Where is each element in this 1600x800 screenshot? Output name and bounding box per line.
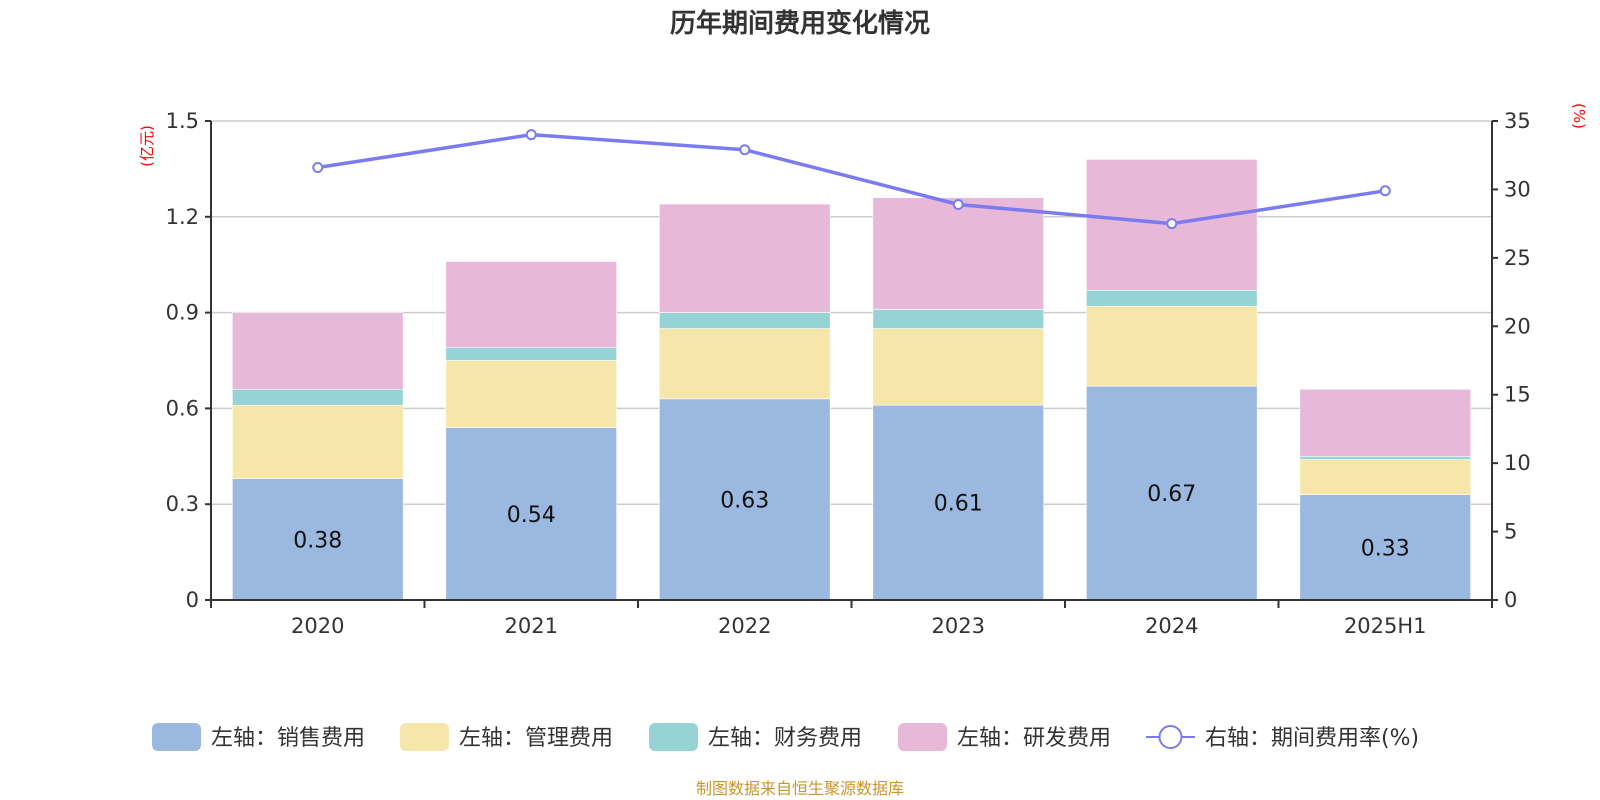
bar-segment — [872, 328, 1044, 406]
bar-segment — [232, 388, 404, 406]
rate-point — [1379, 185, 1391, 197]
right-axis-tick-label: 0 — [1504, 588, 1517, 612]
left-axis-tick-label: 0.6 — [166, 396, 199, 420]
rate-point — [525, 129, 537, 141]
bars — [232, 159, 1471, 601]
right-axis-tick-label: 25 — [1504, 246, 1531, 270]
left-axis-tick-label: 0.9 — [166, 301, 199, 325]
x-axis-tick-label: 2022 — [718, 614, 771, 638]
legend-label: 左轴：研发费用 — [957, 726, 1111, 751]
left-axis-tick-label: 1.5 — [166, 109, 199, 133]
data-labels: 0.38 0.54 0.63 0.61 0.67 0.33 — [293, 482, 1409, 561]
right-axis-unit: (%) — [1570, 103, 1588, 129]
legend-item[interactable]: 左轴：销售费用 — [152, 723, 365, 751]
rate-line-path — [317, 132, 1386, 226]
left-axis-tick-label: 0.3 — [166, 492, 199, 516]
bar-segment — [445, 427, 617, 601]
data-label: 0.67 — [1147, 482, 1196, 507]
x-axis-tick-label: 2020 — [291, 614, 344, 638]
bar-segment — [1299, 459, 1471, 495]
legend-label: 左轴：管理费用 — [459, 726, 613, 751]
left-axis-unit: (亿元) — [138, 125, 156, 167]
bar-segment — [1299, 388, 1471, 457]
bar-segment — [1086, 289, 1258, 307]
chart-title: 历年期间费用变化情况 — [670, 8, 930, 39]
right-axis-tick-label: 5 — [1504, 520, 1517, 544]
x-axis-tick-label: 2025H1 — [1344, 614, 1427, 638]
left-axis-tick-label: 0 — [186, 588, 199, 612]
right-axis-tick-label: 15 — [1504, 383, 1531, 407]
right-axis-tick-label: 20 — [1504, 314, 1531, 338]
legend-label: 右轴：期间费用率(%) — [1205, 726, 1419, 751]
right-axis-tick-label: 35 — [1504, 109, 1531, 133]
grid-lines — [211, 120, 1492, 505]
legend-swatch — [898, 723, 947, 751]
source-note: 制图数据来自恒生聚源数据库 — [696, 779, 904, 798]
legend-circle-icon — [1158, 725, 1183, 749]
right-axis-tick-label: 30 — [1504, 177, 1531, 201]
legend-item[interactable]: 左轴：研发费用 — [898, 723, 1111, 751]
right-axis-tick-label: 10 — [1504, 451, 1531, 475]
data-label: 0.38 — [293, 528, 342, 553]
rate-point — [312, 162, 324, 174]
legend-swatch — [152, 723, 201, 751]
x-axis-tick-label: 2024 — [1145, 614, 1198, 638]
bar-segment — [872, 197, 1044, 310]
bar-segment — [445, 360, 617, 428]
legend-label: 左轴：销售费用 — [211, 726, 365, 751]
bar-segment — [872, 404, 1044, 601]
legend-label: 左轴：财务费用 — [708, 726, 862, 751]
data-label: 0.54 — [507, 503, 556, 528]
bar-segment — [1299, 455, 1471, 460]
rate-point — [1166, 218, 1178, 230]
legend-swatch — [400, 723, 449, 751]
bar-segment — [659, 312, 831, 329]
bar-segment — [1086, 385, 1258, 601]
bar-segment — [232, 404, 404, 479]
bar-segment — [659, 328, 831, 400]
rate-point — [952, 198, 964, 210]
data-label: 0.63 — [720, 488, 769, 513]
legend-item[interactable]: 左轴：管理费用 — [400, 723, 613, 751]
legend-item[interactable]: 右轴：期间费用率(%) — [1146, 725, 1419, 751]
bar-segment — [1086, 305, 1258, 387]
rate-point — [739, 144, 751, 156]
data-label: 0.61 — [934, 492, 983, 517]
legend: 左轴：销售费用 左轴：管理费用 左轴：财务费用 左轴：研发费用 右轴：期间费用率(%) — [152, 723, 1419, 751]
legend-swatch — [649, 723, 698, 751]
data-label: 0.33 — [1361, 536, 1410, 561]
bar-segment — [659, 398, 831, 601]
bar-segment — [232, 478, 404, 601]
bar-segment — [445, 347, 617, 361]
legend-item[interactable]: 左轴：财务费用 — [649, 723, 862, 751]
x-axis-tick-label: 2023 — [932, 614, 985, 638]
rate-line — [312, 129, 1391, 230]
bar-segment — [445, 261, 617, 349]
bar-segment — [872, 309, 1044, 329]
x-axis-tick-label: 2021 — [505, 614, 558, 638]
left-axis-tick-label: 1.2 — [166, 205, 199, 229]
bar-segment — [1299, 494, 1471, 601]
axes: 0 0.3 0.6 0.9 1.2 1.5 0 5 10 15 20 25 30 35 2020 2021 20… — [166, 109, 1531, 638]
bar-segment — [232, 312, 404, 390]
bar-segment — [659, 203, 831, 313]
